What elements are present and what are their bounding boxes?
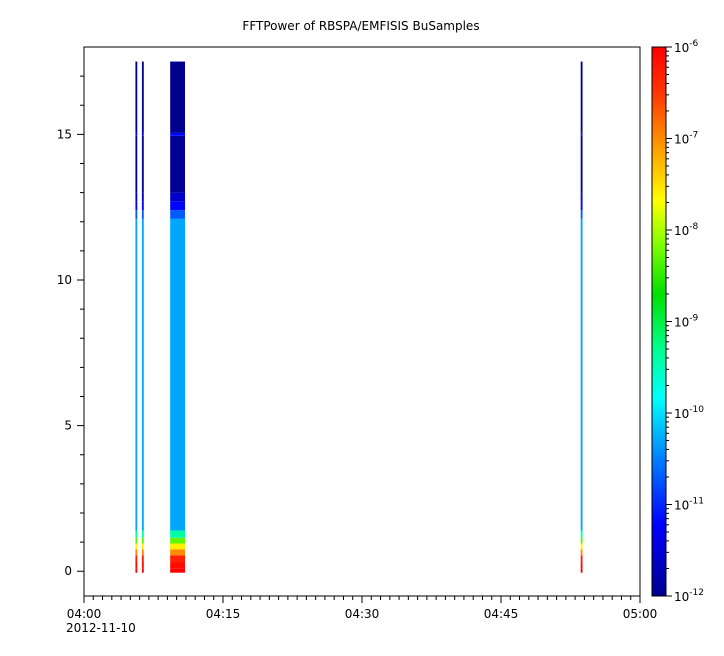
spectrogram-cell bbox=[580, 192, 583, 202]
spectrogram-cell bbox=[170, 192, 186, 202]
spectrogram-columns bbox=[135, 61, 583, 573]
spectrogram-cell bbox=[141, 549, 144, 556]
spectrogram-cell bbox=[135, 132, 138, 136]
spectrogram-cell bbox=[580, 537, 583, 544]
spectrogram-column-1 bbox=[141, 61, 144, 573]
spectrogram-cell bbox=[170, 530, 186, 538]
spectrogram-cell bbox=[135, 537, 138, 544]
colorbar-ticks: 10-6 10-7 10-8 10-9 10-10 10-11 10-12 bbox=[666, 39, 704, 604]
spectrogram-cell bbox=[141, 537, 144, 544]
spectrogram-cell bbox=[170, 61, 186, 133]
spectrogram-cell bbox=[580, 201, 583, 211]
y-tick-label: 10 bbox=[57, 273, 72, 287]
y-tick-label: 5 bbox=[64, 419, 72, 433]
spectrogram-cell bbox=[141, 543, 144, 550]
spectrogram-cell bbox=[580, 549, 583, 556]
spectrogram-cell bbox=[580, 530, 583, 538]
chart-title: FFTPower of RBSPA/EMFISIS BuSamples bbox=[242, 19, 479, 33]
spectrogram-cell bbox=[141, 562, 144, 569]
x-tick-label: 05:00 bbox=[623, 607, 658, 621]
colorbar bbox=[651, 46, 667, 597]
spectrogram-cell bbox=[580, 135, 583, 193]
y-axis: 0 5 10 15 bbox=[57, 75, 84, 578]
plot-area bbox=[83, 46, 641, 597]
spectrogram-cell bbox=[135, 61, 138, 133]
spectrogram-cell bbox=[170, 543, 186, 550]
spectrogram-cell bbox=[170, 568, 186, 573]
spectrogram-cell bbox=[580, 132, 583, 136]
spectrogram-cell bbox=[135, 562, 138, 569]
colorbar-tick-label: 10-9 bbox=[674, 314, 699, 330]
x-tick-label: 04:30 bbox=[345, 607, 380, 621]
spectrogram-cell bbox=[141, 530, 144, 538]
spectrogram-cell bbox=[135, 543, 138, 550]
spectrogram-cell bbox=[135, 210, 138, 219]
spectrogram-cell bbox=[135, 530, 138, 538]
spectrogram-cell bbox=[141, 192, 144, 202]
colorbar-tick-label: 10-6 bbox=[674, 39, 699, 55]
spectrogram-cell bbox=[170, 201, 186, 211]
x-tick-label: 04:15 bbox=[206, 607, 241, 621]
spectrogram-cell bbox=[135, 568, 138, 573]
spectrogram-cell bbox=[170, 218, 186, 531]
spectrogram-cell bbox=[580, 61, 583, 133]
colorbar-tick-label: 10-8 bbox=[674, 222, 699, 238]
spectrogram-cell bbox=[135, 135, 138, 193]
spectrogram-cell bbox=[141, 61, 144, 133]
spectrogram-cell bbox=[135, 192, 138, 202]
spectrogram-cell bbox=[170, 555, 186, 563]
spectrogram-cell bbox=[580, 555, 583, 563]
colorbar-tick-label: 10-10 bbox=[674, 405, 704, 421]
x-axis: 04:00 04:15 04:30 04:45 05:00 bbox=[67, 596, 658, 621]
y-tick-label: 0 bbox=[64, 564, 72, 578]
spectrogram-cell bbox=[580, 543, 583, 550]
colorbar-tick-label: 10-12 bbox=[674, 588, 704, 604]
spectrogram-cell bbox=[170, 549, 186, 556]
spectrogram-column-2 bbox=[170, 61, 186, 573]
spectrogram-cell bbox=[141, 568, 144, 573]
spectrogram-cell bbox=[170, 562, 186, 569]
spectrogram-cell bbox=[135, 555, 138, 563]
spectrogram-cell bbox=[141, 210, 144, 219]
x-axis-date-label: 2012-11-10 bbox=[66, 621, 136, 635]
spectrogram-column-3 bbox=[580, 61, 583, 573]
spectrogram-cell bbox=[141, 201, 144, 211]
x-tick-label: 04:45 bbox=[484, 607, 519, 621]
y-tick-label: 15 bbox=[57, 127, 72, 141]
x-tick-label: 04:00 bbox=[67, 607, 102, 621]
spectrogram-cell bbox=[580, 210, 583, 219]
spectrogram-cell bbox=[141, 555, 144, 563]
spectrogram-cell bbox=[135, 549, 138, 556]
spectrogram-cell bbox=[170, 537, 186, 544]
spectrogram-cell bbox=[170, 210, 186, 219]
colorbar-tick-label: 10-11 bbox=[674, 497, 704, 513]
spectrogram-cell bbox=[141, 135, 144, 193]
spectrogram-cell bbox=[580, 562, 583, 569]
spectrogram-cell bbox=[580, 218, 583, 531]
spectrogram-cell bbox=[135, 218, 138, 531]
spectrogram-cell bbox=[141, 132, 144, 136]
spectrogram-cell bbox=[170, 135, 186, 193]
spectrogram-cell bbox=[580, 568, 583, 573]
spectrogram-cell bbox=[141, 218, 144, 531]
spectrogram-cell bbox=[135, 201, 138, 211]
colorbar-tick-label: 10-7 bbox=[674, 131, 698, 147]
spectrogram-column-0 bbox=[135, 61, 138, 573]
spectrogram-cell bbox=[170, 132, 186, 136]
